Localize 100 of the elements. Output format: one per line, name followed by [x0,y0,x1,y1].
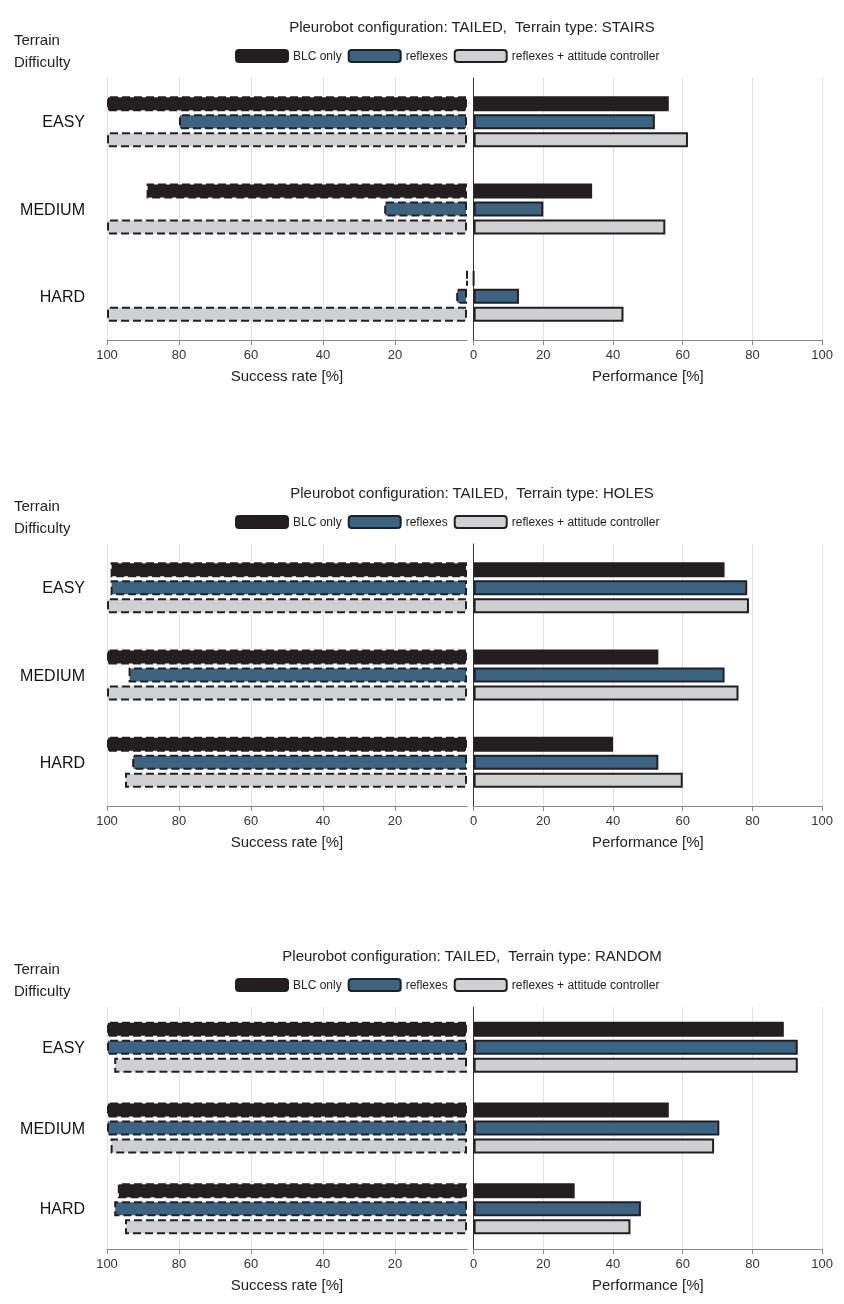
x-tick-label: 80 [171,813,187,828]
bar [110,1138,467,1154]
x-tick-label: 40 [605,813,621,828]
bar [473,1039,798,1055]
bar [473,736,614,752]
bar [473,1102,669,1118]
bar [107,598,467,614]
x-tick-label: 100 [96,347,118,362]
x-tick-label: 60 [243,347,259,362]
x-tick-label: 40 [315,813,331,828]
x-tick-label: 20 [387,347,403,362]
bar [473,306,624,322]
y-axis-title: Terrain Difficulty [14,30,71,70]
legend-label: reflexes + attitude controller [511,49,660,63]
bar [110,562,467,578]
x-tick-label: 0 [470,813,478,828]
x-tick-label: 0 [470,1256,478,1271]
bar [114,1057,467,1073]
bar [107,306,467,322]
x-tick-label: 80 [745,813,760,828]
bar [110,580,467,596]
y-tick-label: MEDIUM [20,666,85,684]
x-tick-label: 100 [96,813,118,828]
legend-label: reflexes + attitude controller [511,515,660,529]
chart-title: Pleurobot configuration: TAILED, Terrain type: RANDOM [282,947,662,964]
x-tick-label: 60 [243,1256,259,1271]
y-tick-label: EASY [42,579,86,597]
y-tick-label: HARD [39,1200,85,1218]
x-tick-label: 40 [605,347,621,362]
x-tick-label: 60 [675,1256,690,1271]
bar [132,754,467,770]
legend-label: reflexes [405,49,448,63]
y-axis-title: Terrain Difficulty [14,496,71,536]
bar [125,772,467,788]
bar [114,1201,467,1217]
bar [473,201,544,217]
legend-label: BLC only [293,515,342,529]
chart-title: Pleurobot configuration: TAILED, Terrain type: HOLES [290,484,654,501]
legend-label: BLC only [293,978,342,992]
x-tick-label: 20 [536,347,551,362]
x-tick-label: 20 [536,1256,551,1271]
bar [107,1021,467,1037]
bar [107,132,467,148]
x-tick-label: 80 [745,1256,760,1271]
bar [473,1021,784,1037]
y-axis-title: Terrain Difficulty [14,959,71,999]
x-tick-label: 80 [171,347,187,362]
x-axis-title: Success rate [%] [230,1276,344,1293]
y-tick-label: EASY [42,1038,86,1056]
x-tick-label: 80 [745,347,760,362]
x-axis-title: Success rate [%] [230,367,344,384]
bar [107,736,467,752]
bar [117,1183,467,1199]
x-tick-label: 60 [243,813,259,828]
bar [473,1219,631,1235]
x-tick-label: 40 [315,1256,331,1271]
bar [146,183,467,199]
y-tick-label: HARD [39,287,85,305]
y-tick-label: MEDIUM [20,200,85,218]
bar [473,219,666,235]
x-axis-title: Performance [%] [592,833,704,850]
bar [107,219,467,235]
bar [473,96,669,112]
bar [179,114,467,130]
bar [473,685,739,701]
y-tick-label: HARD [39,753,85,771]
bar [384,201,467,217]
x-tick-label: 40 [315,347,331,362]
x-tick-label: 20 [387,813,403,828]
y-tick-label: EASY [42,113,86,131]
x-tick-label: 0 [470,347,478,362]
x-tick-label: 20 [387,1256,403,1271]
x-tick-label: 60 [675,813,690,828]
bar [128,667,467,683]
bar [107,685,467,701]
y-tick-label: MEDIUM [20,1119,85,1137]
bar [125,1219,467,1235]
bar [473,562,725,578]
x-tick-label: 100 [811,1256,834,1271]
x-tick-label: 20 [536,813,551,828]
bar [107,96,467,112]
x-axis-title: Performance [%] [592,367,704,384]
x-tick-label: 100 [96,1256,118,1271]
bar [107,1120,467,1136]
bar [473,183,593,199]
bar [473,1120,720,1136]
bar [473,1183,575,1199]
bar [473,580,748,596]
bar [473,772,683,788]
bar [107,1102,467,1118]
bar [473,1057,798,1073]
bar [107,649,467,665]
bar [473,754,659,770]
x-tick-label: 60 [675,347,690,362]
bar [473,288,519,304]
x-tick-label: 40 [605,1256,621,1271]
bar [473,132,688,148]
x-axis-title: Performance [%] [592,1276,704,1293]
legend-label: BLC only [293,49,342,63]
chart-title: Pleurobot configuration: TAILED, Terrain type: STAIRS [289,18,655,35]
